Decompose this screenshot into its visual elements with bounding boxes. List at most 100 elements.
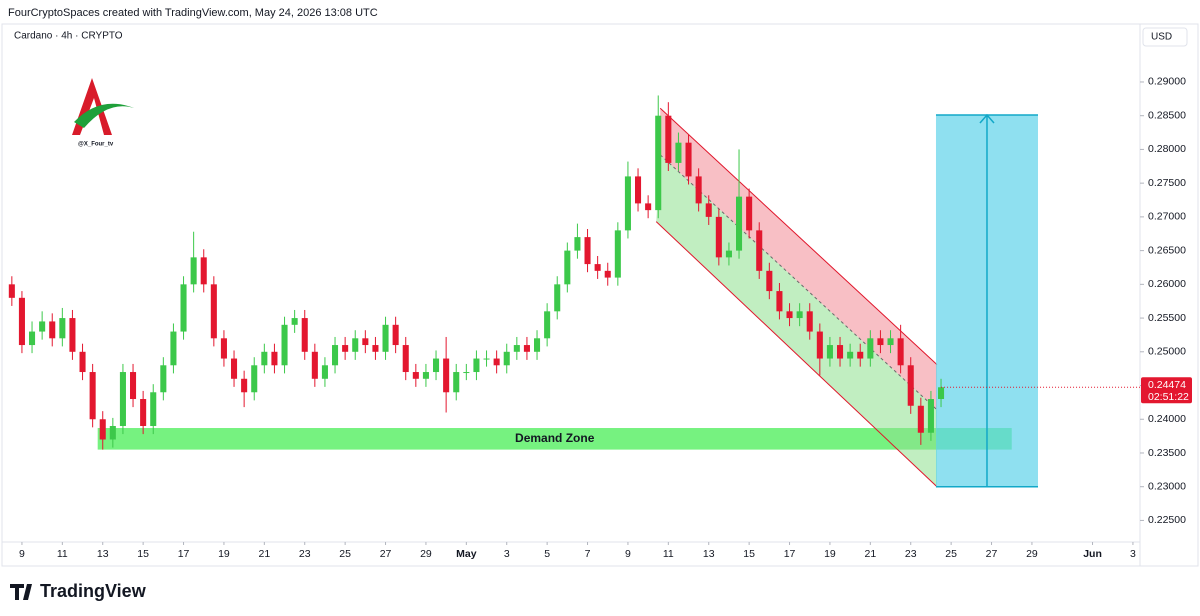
y-tick-label: 0.27500	[1148, 177, 1186, 189]
candle-body	[342, 345, 349, 352]
candle-body	[170, 331, 177, 366]
x-tick-label: 23	[299, 548, 311, 560]
candle-body	[18, 297, 25, 346]
y-tick-label: 0.28000	[1148, 143, 1186, 155]
watermark-text: @X_Four_tv	[78, 142, 114, 148]
candle-body	[231, 358, 238, 379]
candle-body	[907, 365, 914, 406]
candle-body	[534, 338, 541, 352]
candle-body	[837, 345, 844, 359]
candle-body	[635, 176, 642, 204]
candle-body	[180, 284, 187, 332]
candle-body	[8, 284, 15, 298]
x-tick-label: Jun	[1083, 548, 1102, 560]
watermark: @X_Four_tv	[72, 78, 134, 148]
candle-body	[523, 345, 530, 352]
candle-body	[241, 378, 248, 393]
candle-body	[493, 358, 500, 366]
candle-body	[695, 176, 702, 204]
channel-lower-line	[655, 221, 938, 488]
channel-lower-area	[656, 154, 937, 487]
candle-body	[756, 230, 763, 271]
candle-body	[382, 324, 389, 352]
x-tick-label: 27	[380, 548, 392, 560]
candle-body	[200, 257, 207, 285]
candle-body	[927, 399, 934, 433]
candle-body	[119, 372, 126, 426]
x-tick-label: 17	[784, 548, 796, 560]
x-tick-label: 27	[986, 548, 998, 560]
x-tick-label: 3	[1130, 548, 1136, 560]
position-arrowhead	[979, 113, 995, 124]
last-price-box	[1141, 377, 1192, 404]
candle-body	[776, 291, 783, 312]
candle-body	[210, 284, 217, 339]
candle-body	[584, 237, 591, 265]
x-tick-label: 23	[905, 548, 917, 560]
x-tick-label: 13	[97, 548, 109, 560]
candle-body	[453, 372, 460, 393]
y-tick-label: 0.29000	[1148, 76, 1186, 88]
brand-logo	[10, 584, 32, 600]
candle-body	[140, 399, 147, 426]
x-tick-label: 9	[19, 548, 25, 560]
candle-body	[463, 372, 470, 374]
x-tick-label: 21	[258, 548, 270, 560]
candle-body	[847, 351, 854, 359]
candle-body	[220, 338, 227, 359]
candle-body	[806, 311, 813, 332]
candle-body	[685, 142, 692, 177]
candle-body	[402, 345, 409, 373]
x-tick-label: 19	[218, 548, 230, 560]
candle-body	[362, 338, 369, 346]
candle-body	[332, 345, 339, 366]
candle-body	[655, 115, 662, 211]
currency[interactable]: USD	[1151, 32, 1172, 43]
x-tick-label: 25	[339, 548, 351, 560]
candle-body	[564, 250, 571, 285]
candle-body	[746, 196, 753, 231]
x-tick-label: 29	[420, 548, 432, 560]
candle-body	[301, 318, 308, 352]
candle-body	[251, 365, 258, 393]
candle-body	[150, 392, 157, 426]
candle-body	[867, 338, 874, 359]
candle-body	[160, 365, 167, 393]
candle-body	[291, 318, 298, 325]
y-tick-label: 0.26000	[1148, 278, 1186, 290]
candle-body	[433, 358, 440, 373]
last-price-label: 0.24474	[1148, 379, 1186, 391]
x-tick-label: 9	[625, 548, 631, 560]
candle-body	[715, 216, 722, 258]
candle-body	[69, 318, 76, 352]
candle-body	[594, 264, 601, 271]
y-tick-label: 0.23000	[1148, 480, 1186, 492]
candle-body	[39, 321, 46, 332]
y-tick-label: 0.27000	[1148, 211, 1186, 223]
x-tick-label: 11	[663, 548, 674, 560]
candle-body	[422, 372, 429, 379]
y-tick-label: 0.24000	[1148, 413, 1186, 425]
currency-button[interactable]	[1142, 27, 1188, 47]
candle-body	[645, 203, 652, 211]
candle-body	[443, 358, 450, 393]
candle-body	[412, 372, 419, 379]
candle-body	[513, 345, 520, 352]
candle-body	[79, 351, 86, 373]
chart-title: Cardano · 4h · CRYPTO	[14, 31, 123, 42]
candle-body	[190, 257, 197, 285]
candle-body	[786, 311, 793, 319]
candle-body	[887, 338, 894, 346]
candle-body	[897, 338, 904, 366]
channel-upper-area	[660, 108, 937, 410]
x-tick-label: 5	[544, 548, 550, 560]
header: FourCryptoSpaces created with TradingVie…	[8, 7, 378, 19]
candle-body	[352, 338, 359, 352]
logo-swoosh	[74, 103, 134, 128]
candle-body	[29, 331, 36, 346]
channel-middle-line	[659, 154, 938, 411]
x-tick-label: 25	[945, 548, 957, 560]
y-tick-label: 0.28500	[1148, 109, 1186, 121]
x-tick-label: May	[456, 548, 477, 560]
